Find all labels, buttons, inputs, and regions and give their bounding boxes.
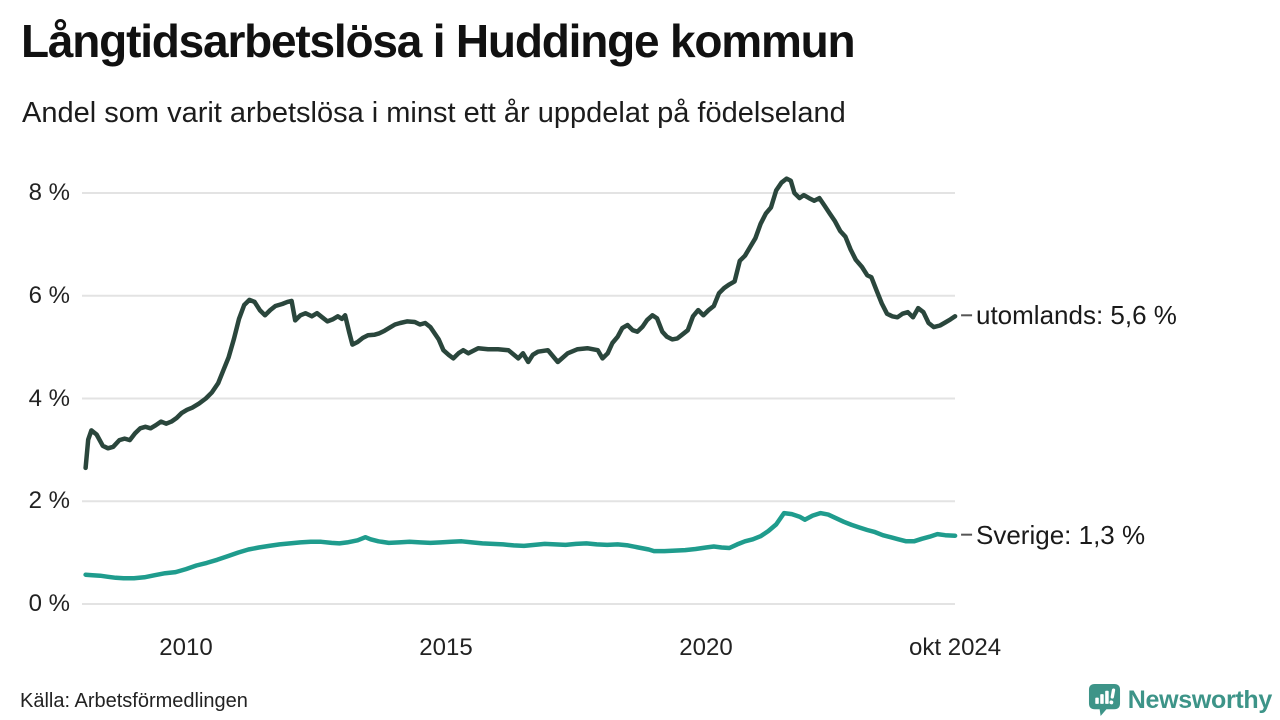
newsworthy-logo: Newsworthy [1088, 683, 1272, 717]
series-label-sverige: Sverige: 1,3 % [976, 519, 1146, 550]
y-tick-label: 8 % [28, 179, 70, 206]
series-label-utomlands: utomlands: 5,6 % [976, 300, 1177, 331]
page-subtitle: Andel som varit arbetslösa i minst ett å… [22, 97, 846, 129]
x-tick-label: 2020 [679, 634, 733, 661]
source-note: Källa: Arbetsförmedlingen [20, 690, 248, 712]
y-tick-label: 4 % [28, 384, 70, 412]
newsworthy-logo-icon [1088, 683, 1120, 717]
y-tick-label: 6 % [28, 281, 70, 309]
page-title: Långtidsarbetslösa i Huddinge kommun [21, 15, 856, 67]
newsworthy-wordmark: Newsworthy [1127, 685, 1273, 714]
series-line-utomlands [83, 176, 958, 471]
y-tick-label: 0 % [28, 590, 70, 617]
x-tick-label: 2010 [159, 634, 213, 661]
x-tick-label: 2015 [419, 634, 473, 661]
x-tick-label: okt 2024 [909, 634, 1002, 661]
y-tick-label: 2 % [28, 487, 70, 515]
series-line-sverige [83, 510, 958, 581]
